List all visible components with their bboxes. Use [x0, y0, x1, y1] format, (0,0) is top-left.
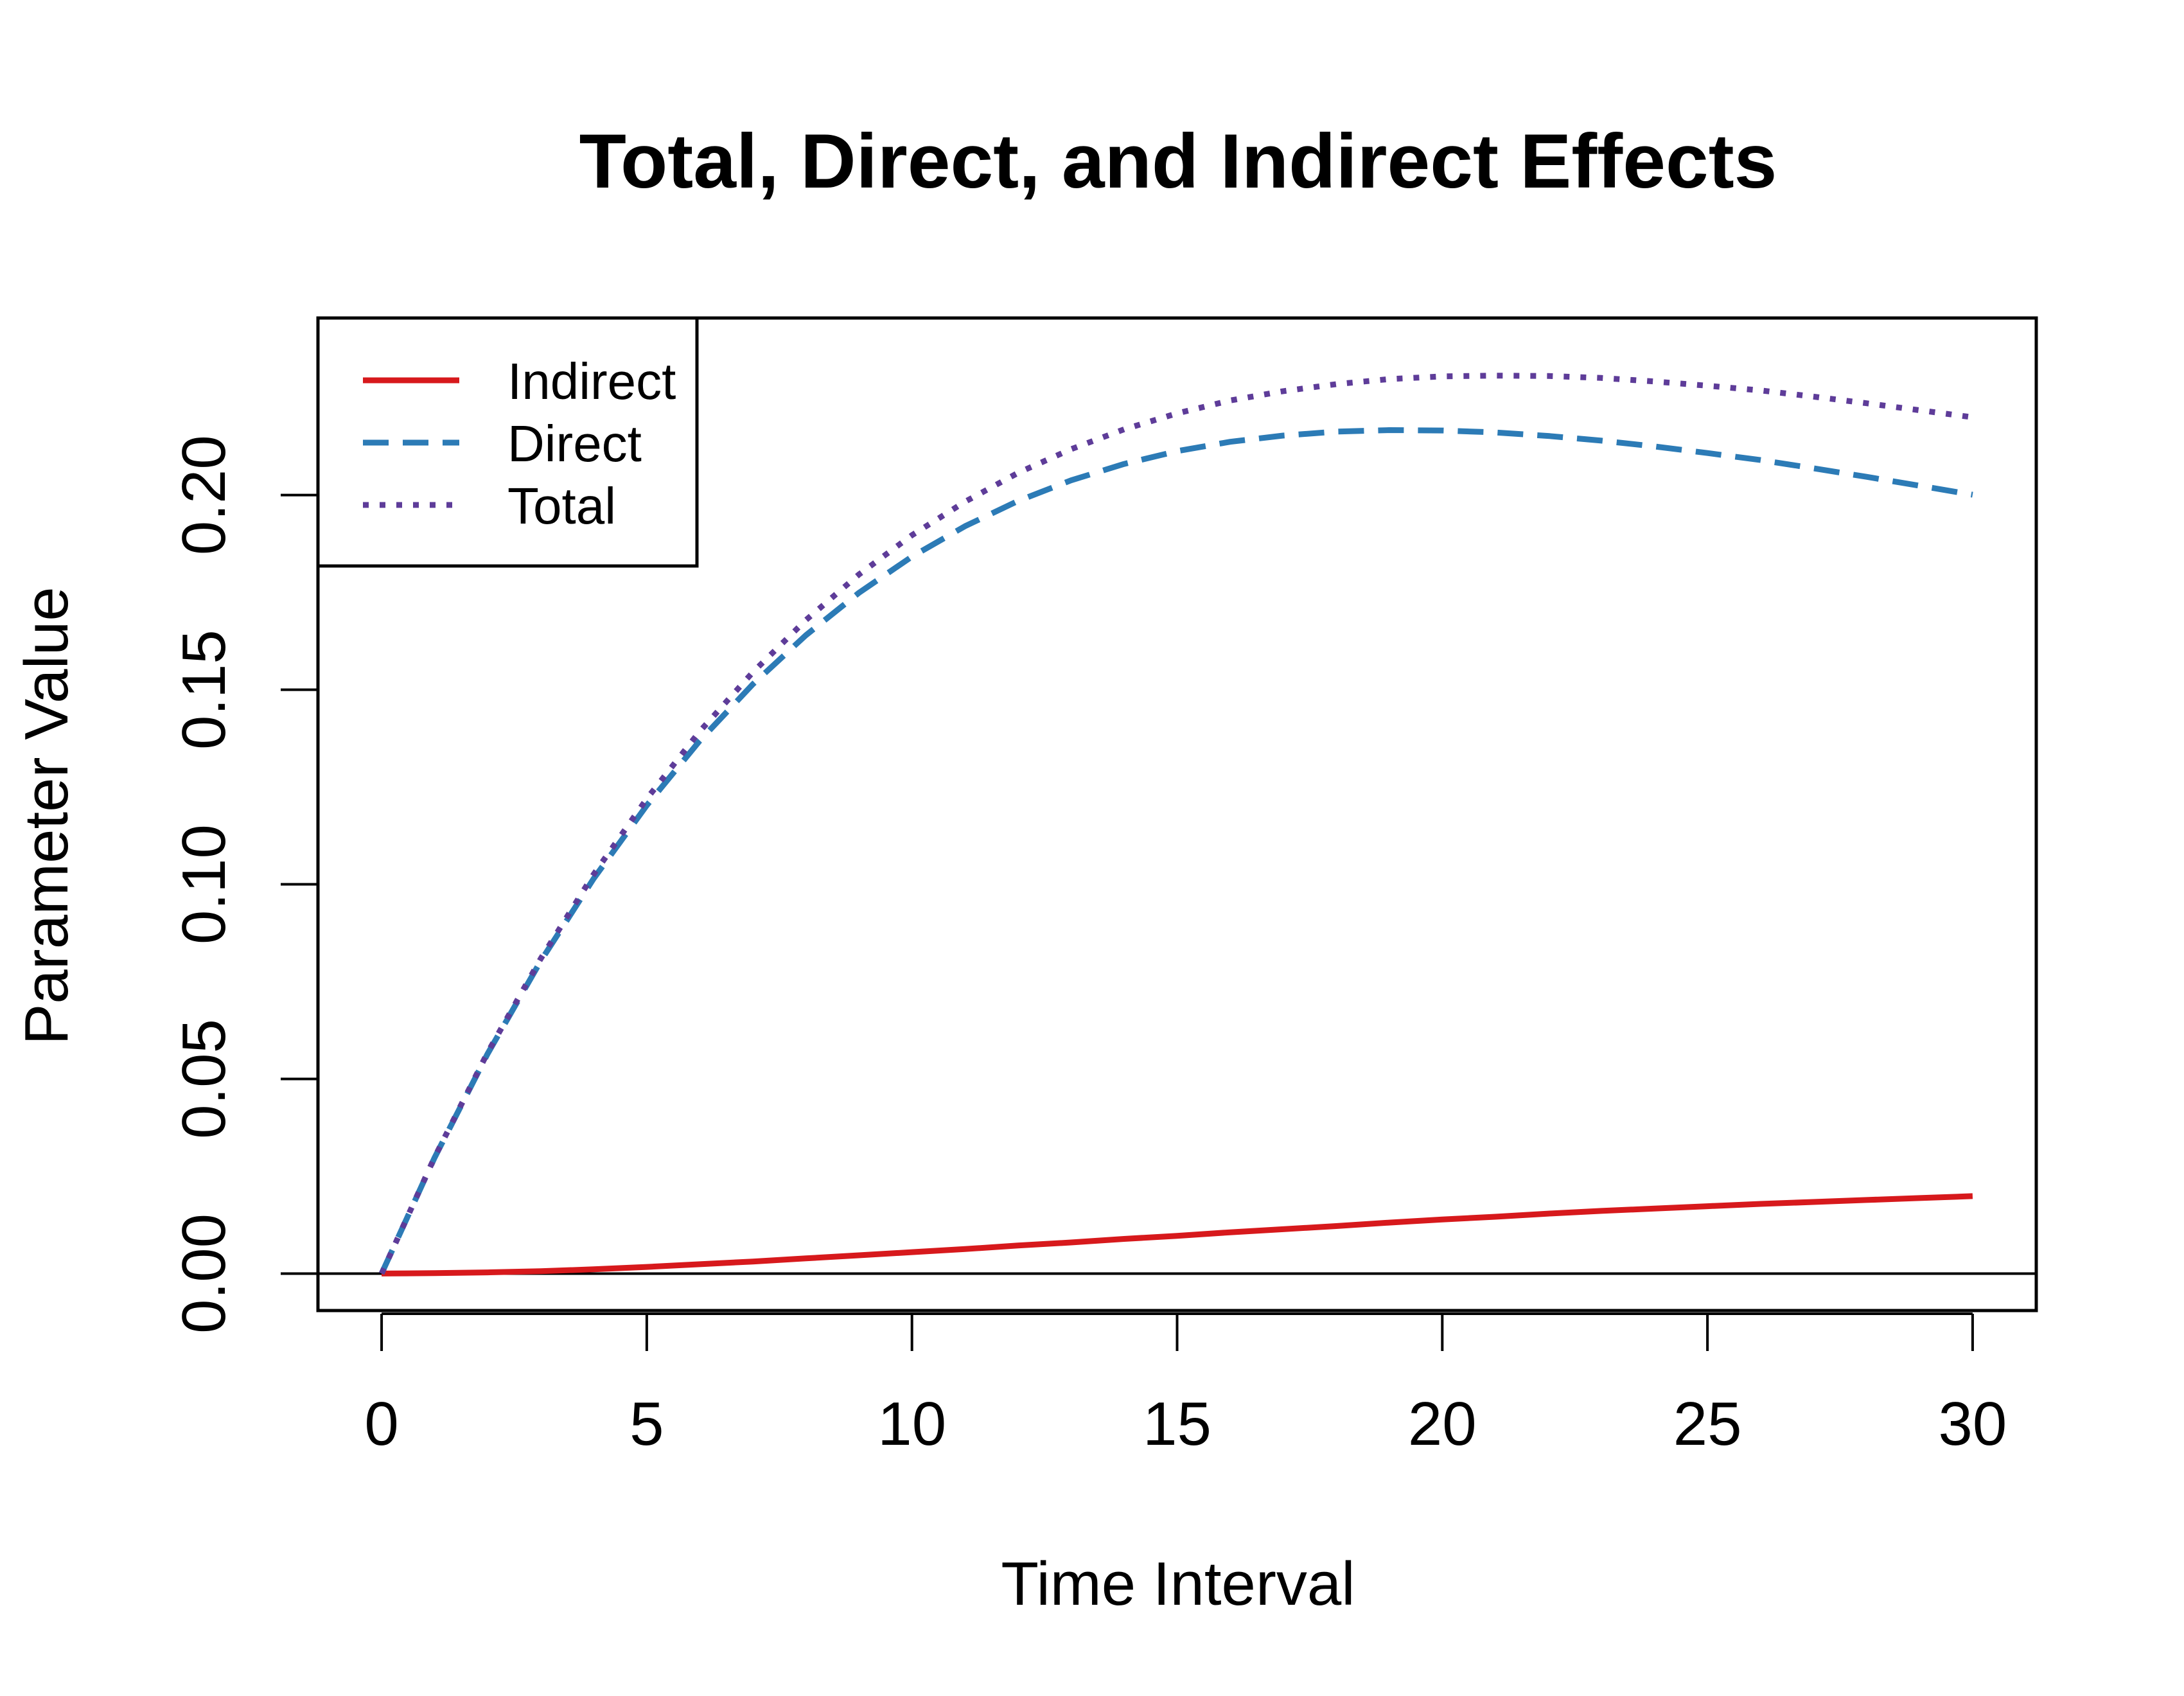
y-tick-label: 0.10 — [170, 824, 238, 944]
x-axis: 0 5 10 15 20 25 30 — [364, 1312, 2007, 1458]
y-tick-label: 0.15 — [170, 630, 238, 750]
legend-label-total: Total — [507, 477, 616, 534]
x-axis-label: Time Interval — [1001, 1550, 1355, 1618]
x-tick-label: 10 — [877, 1390, 946, 1458]
y-axis: 0.00 0.05 0.10 0.15 0.20 — [170, 435, 319, 1334]
x-tick-label: 30 — [1939, 1390, 2007, 1458]
legend-label-indirect: Indirect — [507, 353, 676, 410]
y-tick-label: 0.05 — [170, 1019, 238, 1139]
y-tick-label: 0.20 — [170, 435, 238, 555]
series-line-indirect — [382, 1193, 1973, 1276]
x-tick-label: 15 — [1143, 1390, 1211, 1458]
series-lines-group — [379, 373, 1973, 1276]
series-line-direct — [379, 427, 1973, 1275]
x-tick-label: 5 — [630, 1390, 664, 1458]
x-tick-label: 25 — [1673, 1390, 1742, 1458]
y-tick-label: 0.00 — [170, 1214, 238, 1334]
x-tick-label: 0 — [364, 1390, 398, 1458]
legend-label-direct: Direct — [507, 415, 642, 472]
plot-frame — [316, 316, 2038, 1312]
x-tick-label: 20 — [1408, 1390, 1477, 1458]
y-axis-label: Parameter Value — [12, 587, 81, 1045]
chart-title: Total, Direct, and Indirect Effects — [579, 118, 1777, 204]
